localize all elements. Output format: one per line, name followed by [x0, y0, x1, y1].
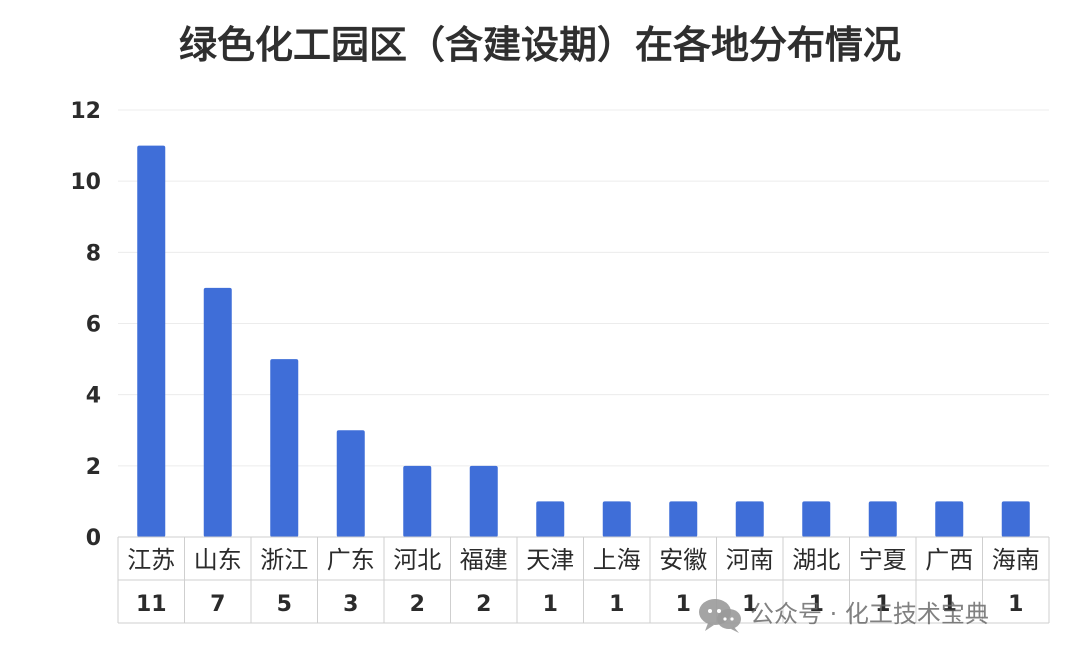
- wechat-icon: [699, 599, 741, 633]
- watermark: 公众号 · 化工技术宝典: [699, 599, 989, 633]
- value-label-天津: 1: [543, 592, 558, 617]
- value-label-浙江: 5: [277, 592, 292, 617]
- category-label-河南: 河南: [726, 546, 774, 574]
- category-label-浙江: 浙江: [260, 546, 308, 574]
- bar-福建: [469, 465, 498, 537]
- bar-浙江: [270, 359, 299, 537]
- value-label-河南: 1: [742, 592, 757, 617]
- bar-天津: [536, 501, 565, 537]
- bar-江苏: [137, 145, 166, 538]
- y-tick-label-8: 8: [86, 241, 101, 266]
- chart-title: 绿色化工园区（含建设期）在各地分布情况: [179, 23, 901, 67]
- bar-山东: [203, 287, 232, 537]
- value-label-福建: 2: [476, 592, 491, 617]
- category-label-上海: 上海: [593, 546, 641, 574]
- ytick-layer: 0 2 4 6 8 10 12: [70, 99, 101, 551]
- category-label-安徽: 安徽: [659, 546, 707, 574]
- category-label-江苏: 江苏: [127, 546, 175, 574]
- value-label-海南: 1: [1008, 592, 1023, 617]
- value-label-宁夏: 1: [875, 592, 890, 617]
- bar-海南: [1001, 501, 1030, 537]
- value-label-安徽: 1: [676, 592, 691, 617]
- y-tick-label-4: 4: [86, 384, 101, 409]
- bar-河南: [735, 501, 764, 537]
- category-label-天津: 天津: [526, 546, 574, 574]
- bar-河北: [403, 465, 432, 537]
- y-tick-label-10: 10: [70, 170, 101, 195]
- bar-layer: [137, 145, 1030, 538]
- value-label-江苏: 11: [136, 592, 167, 617]
- value-label-上海: 1: [609, 592, 624, 617]
- category-label-宁夏: 宁夏: [859, 546, 907, 574]
- bar-宁夏: [868, 501, 897, 537]
- value-label-山东: 7: [210, 592, 225, 617]
- table-layer: 江苏11山东7浙江5广东3河北2福建2天津1上海1安徽1河南1湖北1宁夏1广西1…: [117, 536, 1050, 624]
- bar-安徽: [669, 501, 698, 537]
- value-label-湖北: 1: [809, 592, 824, 617]
- category-label-湖北: 湖北: [792, 546, 840, 574]
- category-label-福建: 福建: [460, 546, 508, 574]
- grid-layer: [118, 109, 1049, 538]
- category-label-山东: 山东: [194, 546, 242, 574]
- value-label-广西: 1: [942, 592, 957, 617]
- bar-广东: [336, 430, 365, 537]
- category-label-广西: 广西: [925, 546, 973, 574]
- category-label-河北: 河北: [393, 546, 441, 574]
- value-label-广东: 3: [343, 592, 358, 617]
- value-label-河北: 2: [410, 592, 425, 617]
- bar-广西: [935, 501, 964, 537]
- y-tick-label-2: 2: [86, 455, 101, 480]
- category-label-海南: 海南: [992, 546, 1040, 574]
- category-label-广东: 广东: [327, 546, 375, 574]
- watermark-text: 公众号 · 化工技术宝典: [750, 600, 989, 628]
- bar-湖北: [802, 501, 831, 537]
- y-tick-label-0: 0: [86, 526, 101, 551]
- y-tick-label-12: 12: [70, 99, 101, 124]
- y-tick-label-6: 6: [86, 313, 101, 338]
- bar-上海: [602, 501, 631, 537]
